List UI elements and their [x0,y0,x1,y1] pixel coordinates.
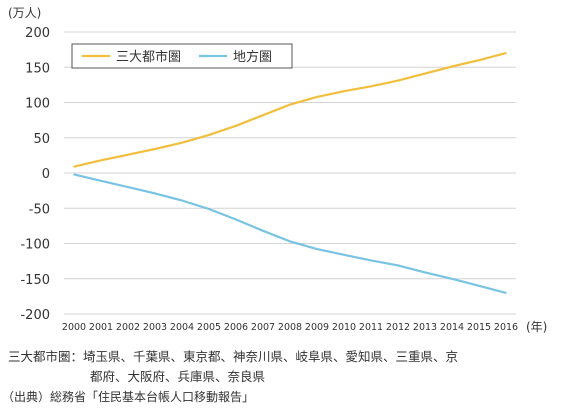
data-point [478,285,480,287]
y-tick-label: 50 [33,132,50,147]
footnote-line-2: 都府、大阪府、兵庫県、奈良県 [90,369,266,384]
data-point [370,259,372,262]
x-tick-label: 2003 [143,322,167,333]
x-tick-label: 2013 [413,322,437,333]
data-point [370,85,372,88]
data-point [235,218,237,221]
x-axis-unit-label: (年) [526,320,548,334]
data-point [181,141,183,144]
data-point [505,292,507,294]
data-point [73,165,75,168]
data-point [154,148,156,150]
x-tick-label: 2004 [170,322,194,333]
data-point [397,79,399,82]
x-tick-label: 2009 [305,322,329,333]
data-point [451,277,453,280]
footnote-line-1: 三大都市圏：埼玉県、千葉県、東京都、神奈川県、岐阜県、愛知県、三重県、京 [8,349,459,364]
data-point [289,103,291,106]
data-point [424,271,426,274]
x-tick-label: 2011 [359,322,383,333]
data-point [505,52,507,54]
y-tick-label: -150 [20,273,50,288]
x-tick-label: 2005 [197,322,221,333]
x-tick-label: 2006 [224,322,248,333]
x-tick-label: 2000 [62,322,86,333]
x-tick-label: 2008 [278,322,302,333]
data-point [343,253,345,256]
data-point [262,114,264,116]
data-point [316,248,318,250]
data-point [343,90,345,93]
data-point [100,179,102,182]
data-point [73,173,75,176]
x-tick-label: 2012 [386,322,410,333]
data-point [181,199,183,202]
x-tick-label: 2014 [440,322,464,333]
y-tick-label: 150 [25,61,50,76]
x-tick-label: 2015 [467,322,491,333]
y-tick-label: 100 [25,97,50,112]
x-tick-label: 2002 [116,322,140,333]
data-point [478,59,480,61]
y-tick-label: -200 [20,308,50,323]
legend-label: 地方圏 [233,49,272,65]
x-tick-label: 2001 [89,322,113,333]
y-tick-label: -50 [29,202,50,217]
y-tick-label: 200 [25,26,50,41]
x-tick-label: 2010 [332,322,356,333]
data-point [208,208,210,210]
data-point [208,134,210,136]
x-tick-label: 2016 [494,322,518,333]
legend-label: 三大都市圏 [116,49,181,65]
data-point [100,159,102,162]
line-chart: 200 150 100 50 0 -50 -100 -150 -200 2000 2001 2002… [20,26,518,333]
y-axis-unit-label: (万人) [8,6,42,20]
data-point [289,240,291,243]
series-line-metro [73,52,507,168]
x-tick-label: 2007 [251,322,275,333]
data-point [127,186,129,188]
data-point [451,65,453,68]
data-point [424,72,426,75]
data-point [397,264,399,267]
data-point [154,192,156,195]
y-tick-label: -100 [20,238,50,253]
series-line-regional [73,173,507,294]
y-tick-label: 0 [42,167,50,182]
data-point [235,124,237,127]
data-point [316,96,318,98]
data-point [262,230,264,232]
source-note: （出典）総務省「住民基本台帳人口移動報告」 [2,390,255,404]
data-point [127,153,129,156]
